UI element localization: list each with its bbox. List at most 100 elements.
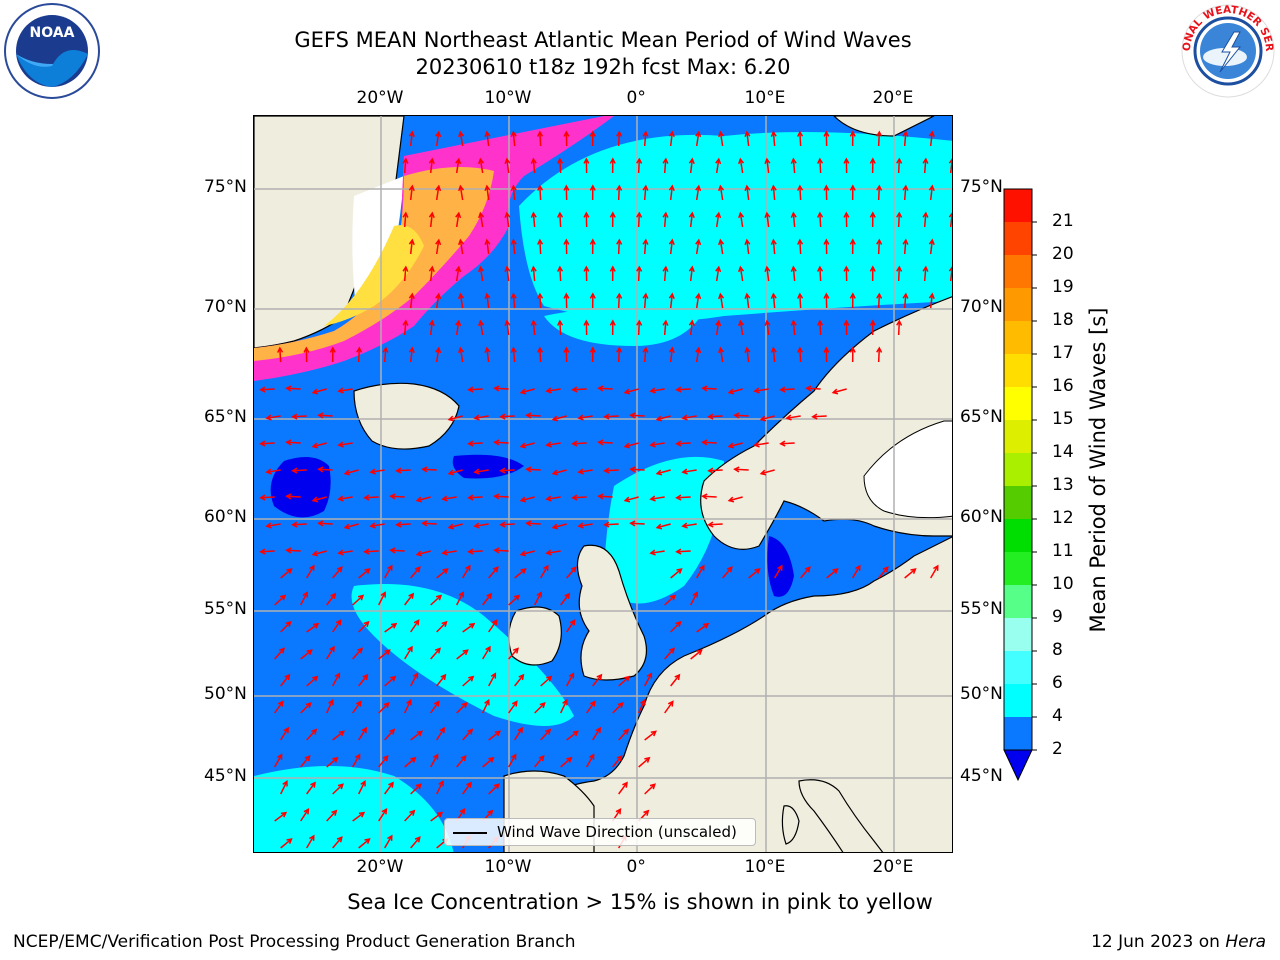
map-panel xyxy=(253,115,953,853)
wave-direction-arrow xyxy=(435,780,444,795)
wave-direction-arrow xyxy=(753,387,769,394)
wave-direction-arrow xyxy=(508,753,517,768)
wave-direction-arrow xyxy=(586,700,596,714)
wave-direction-arrow xyxy=(280,838,293,849)
wave-direction-arrow xyxy=(560,592,571,606)
wave-direction-arrow xyxy=(363,494,379,501)
wave-direction-arrow xyxy=(430,811,444,822)
wave-direction-arrow xyxy=(369,468,385,475)
wave-direction-arrow xyxy=(797,346,804,363)
wave-direction-arrow xyxy=(616,184,623,201)
wave-direction-arrow xyxy=(545,495,561,502)
wave-direction-arrow xyxy=(566,566,577,579)
wave-direction-arrow xyxy=(744,130,751,147)
colorbar-label: Mean Period of Wind Waves [s] xyxy=(1086,307,1110,633)
wave-direction-arrow xyxy=(514,568,527,579)
colorbar-tick-label: 17 xyxy=(1052,343,1074,363)
wave-direction-arrow xyxy=(636,265,643,282)
wave-direction-arrow xyxy=(770,130,777,147)
sea-ice-note: Sea Ice Concentration > 15% is shown in … xyxy=(347,890,933,914)
wave-period-region-southwest xyxy=(254,766,454,852)
wave-direction-arrow xyxy=(326,809,338,822)
wave-direction-arrow xyxy=(537,346,544,363)
wave-direction-arrow xyxy=(876,346,883,363)
wave-direction-arrow xyxy=(306,834,315,849)
wave-direction-arrow xyxy=(738,211,745,228)
wave-direction-arrow xyxy=(382,346,389,363)
map-legend: Wind Wave Direction (unscaled) xyxy=(444,818,756,846)
wave-direction-arrow xyxy=(670,620,682,633)
wave-direction-arrow xyxy=(265,414,281,421)
wave-direction-arrow xyxy=(352,753,361,768)
wave-direction-arrow xyxy=(504,157,511,174)
wave-direction-arrow xyxy=(467,440,483,447)
wave-direction-arrow xyxy=(467,548,483,555)
wave-direction-arrow xyxy=(389,493,405,500)
wave-direction-arrow xyxy=(670,673,681,687)
wave-direction-arrow xyxy=(332,836,343,849)
wave-direction-arrow xyxy=(642,238,649,255)
wave-direction-arrow xyxy=(510,292,517,309)
wave-direction-arrow xyxy=(589,130,596,147)
wave-direction-arrow xyxy=(869,211,876,228)
wave-direction-arrow xyxy=(356,346,363,363)
wave-direction-arrow xyxy=(534,591,542,606)
wave-direction-arrow xyxy=(435,292,442,309)
wave-direction-arrow xyxy=(404,592,415,606)
wave-direction-arrow xyxy=(300,754,311,768)
wave-direction-arrow xyxy=(274,811,288,822)
wave-direction-arrow xyxy=(904,568,917,579)
wave-direction-arrow xyxy=(430,594,443,606)
wave-direction-arrow xyxy=(759,415,775,422)
wave-direction-arrow xyxy=(759,469,775,476)
wave-direction-arrow xyxy=(922,265,929,282)
wave-direction-arrow xyxy=(428,157,435,174)
wave-direction-arrow xyxy=(436,673,447,687)
wave-direction-arrow xyxy=(332,619,342,633)
wave-direction-arrow xyxy=(612,702,624,714)
noaa-logo-text: NOAA xyxy=(30,25,75,41)
wave-direction-arrow xyxy=(508,594,521,606)
lat-tick-label: 45°N xyxy=(204,766,247,786)
wave-direction-arrow xyxy=(280,726,289,741)
wave-direction-arrow xyxy=(644,783,656,795)
wave-direction-arrow xyxy=(415,496,431,503)
colorbar-segment xyxy=(1004,288,1032,322)
wave-direction-arrow xyxy=(790,319,797,336)
land-sardinia xyxy=(781,805,800,845)
run-date-text: 12 Jun 2023 on xyxy=(1091,932,1226,952)
wave-direction-arrow xyxy=(718,292,725,309)
wave-direction-arrow xyxy=(326,592,337,606)
colorbar-segment xyxy=(1004,321,1032,355)
wave-direction-arrow xyxy=(530,319,537,336)
wave-direction-arrow xyxy=(441,549,457,556)
wave-direction-arrow xyxy=(537,292,544,309)
wave-direction-arrow xyxy=(384,834,393,849)
wave-direction-arrow xyxy=(681,414,697,421)
wave-direction-arrow xyxy=(493,385,509,392)
colorbar-segment xyxy=(1004,684,1032,718)
wave-direction-arrow xyxy=(508,700,518,714)
wave-direction-arrow xyxy=(519,496,535,503)
lat-tick-label: 60°N xyxy=(204,507,247,527)
wave-direction-arrow xyxy=(696,622,710,633)
wave-direction-arrow xyxy=(817,211,824,228)
wave-direction-arrow xyxy=(317,412,333,419)
colorbar-segment xyxy=(1004,618,1032,652)
wave-direction-arrow xyxy=(430,647,441,660)
chart-subtitle: 20230610 t18z 192h fcst Max: 6.20 xyxy=(415,55,791,79)
wave-direction-arrow xyxy=(306,675,319,687)
wave-direction-arrow xyxy=(589,346,596,363)
wave-direction-arrow xyxy=(770,238,777,255)
wave-direction-arrow xyxy=(311,550,327,557)
wave-direction-arrow xyxy=(285,547,301,554)
wave-direction-arrow xyxy=(649,495,665,502)
colorbar xyxy=(1003,188,1037,782)
wave-direction-arrow xyxy=(589,238,596,255)
wave-period-low-patch xyxy=(270,457,331,518)
wave-direction-arrow xyxy=(805,385,821,392)
wave-direction-arrow xyxy=(823,346,830,363)
wave-direction-arrow xyxy=(343,523,359,530)
wave-direction-arrow xyxy=(583,319,590,336)
wave-direction-arrow xyxy=(843,157,850,174)
